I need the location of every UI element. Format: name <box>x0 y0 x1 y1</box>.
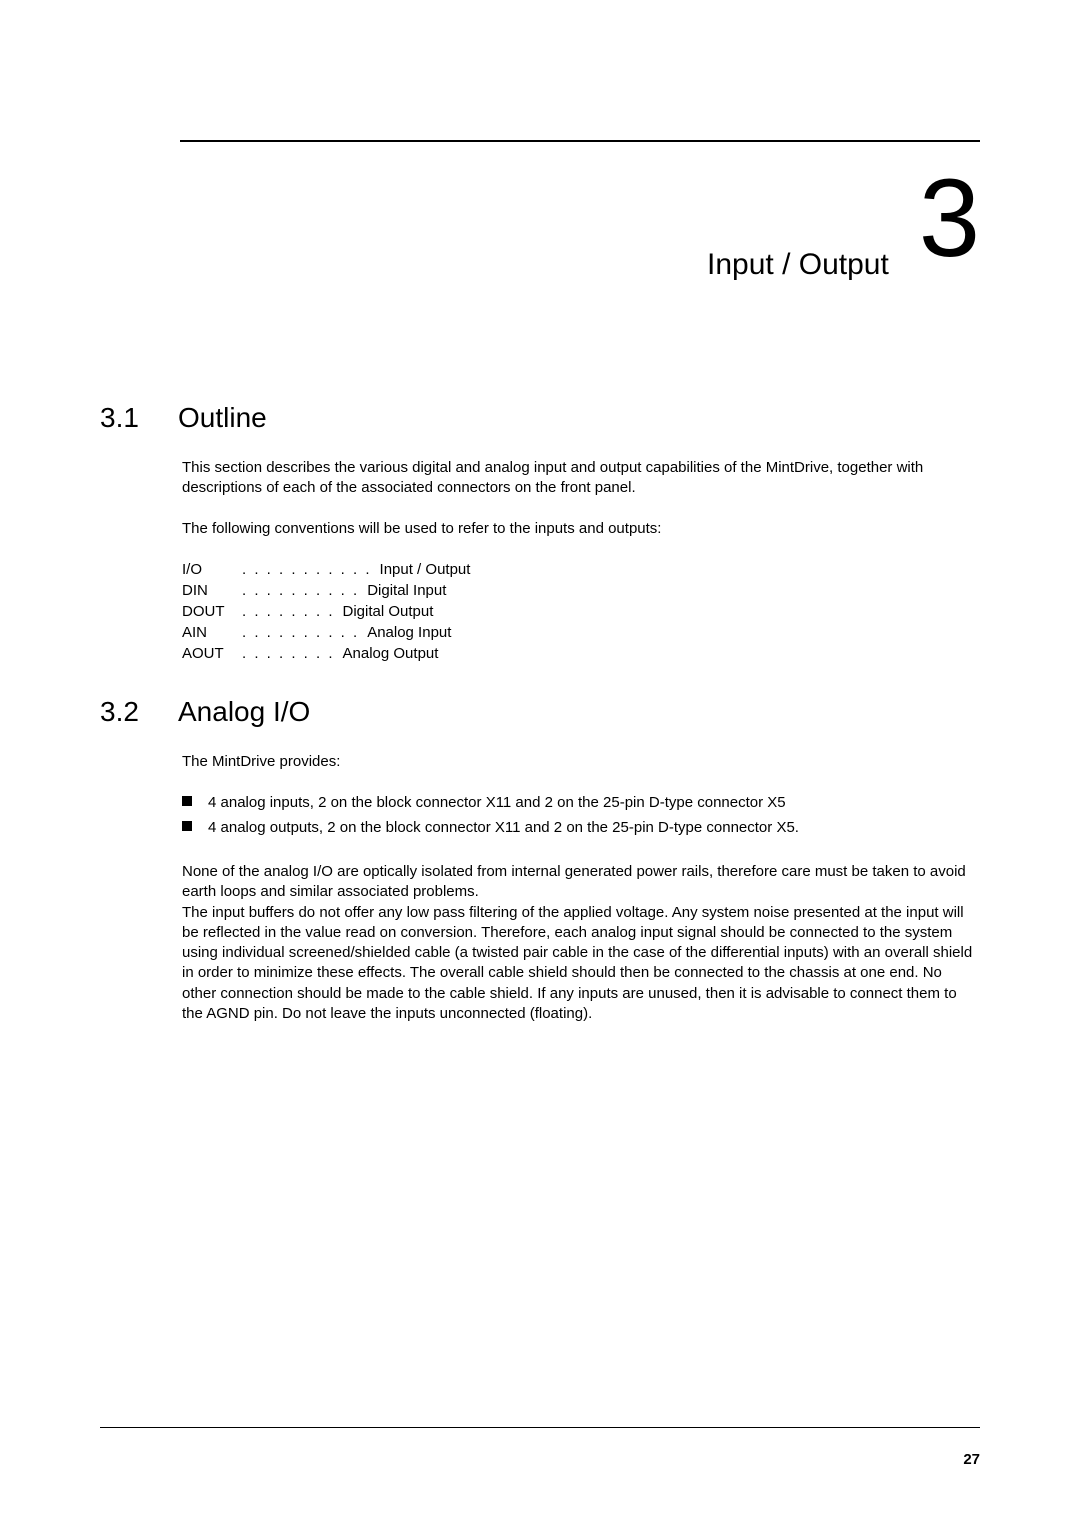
paragraph: This section describes the various digit… <box>182 458 980 499</box>
dots: . . . . . . . . <box>242 643 335 664</box>
convention-key: I/O <box>182 559 242 580</box>
chapter-header: Input / Output 3 <box>180 140 980 252</box>
dots: . . . . . . . . . . <box>242 622 359 643</box>
section-heading-row: 3.1 Outline <box>100 402 980 434</box>
convention-row: DOUT . . . . . . . . Digital Output <box>182 601 980 622</box>
convention-row: DIN . . . . . . . . . . Digital Input <box>182 580 980 601</box>
footer-rule <box>100 1427 980 1428</box>
section-heading-row: 3.2 Analog I/O <box>100 696 980 728</box>
convention-row: AIN . . . . . . . . . . Analog Input <box>182 622 980 643</box>
section-outline: 3.1 Outline This section describes the v… <box>100 402 980 664</box>
paragraph: None of the analog I/O are optically iso… <box>182 862 980 1024</box>
convention-value: Digital Input <box>367 580 446 601</box>
page: Input / Output 3 3.1 Outline This sectio… <box>0 0 1080 1528</box>
chapter-title: Input / Output <box>707 248 889 282</box>
conventions-table: I/O . . . . . . . . . . . Input / Output… <box>182 559 980 664</box>
convention-value: Analog Input <box>367 622 451 643</box>
page-number: 27 <box>963 1451 980 1468</box>
bullet-icon <box>182 821 192 831</box>
list-item: 4 analog inputs, 2 on the block connecto… <box>182 792 980 813</box>
paragraph: The following conventions will be used t… <box>182 519 980 539</box>
paragraph: The MintDrive provides: <box>182 752 980 772</box>
bullet-text: 4 analog outputs, 2 on the block connect… <box>208 817 799 838</box>
bullet-text: 4 analog inputs, 2 on the block connecto… <box>208 792 786 813</box>
dots: . . . . . . . . . . <box>242 580 359 601</box>
section-title: Outline <box>178 402 267 434</box>
section-analog: 3.2 Analog I/O The MintDrive provides: 4… <box>100 696 980 1024</box>
bullet-icon <box>182 796 192 806</box>
convention-row: AOUT . . . . . . . . Analog Output <box>182 643 980 664</box>
section-title: Analog I/O <box>178 696 310 728</box>
convention-row: I/O . . . . . . . . . . . Input / Output <box>182 559 980 580</box>
convention-value: Digital Output <box>343 601 434 622</box>
section-number: 3.1 <box>100 402 150 434</box>
convention-value: Analog Output <box>343 643 439 664</box>
list-item: 4 analog outputs, 2 on the block connect… <box>182 817 980 838</box>
section-number: 3.2 <box>100 696 150 728</box>
convention-key: DOUT <box>182 601 242 622</box>
convention-key: DIN <box>182 580 242 601</box>
convention-value: Input / Output <box>380 559 471 580</box>
convention-key: AOUT <box>182 643 242 664</box>
convention-key: AIN <box>182 622 242 643</box>
dots: . . . . . . . . <box>242 601 335 622</box>
bullet-list: 4 analog inputs, 2 on the block connecto… <box>182 792 980 838</box>
chapter-number: 3 <box>919 164 980 274</box>
dots: . . . . . . . . . . . <box>242 559 372 580</box>
